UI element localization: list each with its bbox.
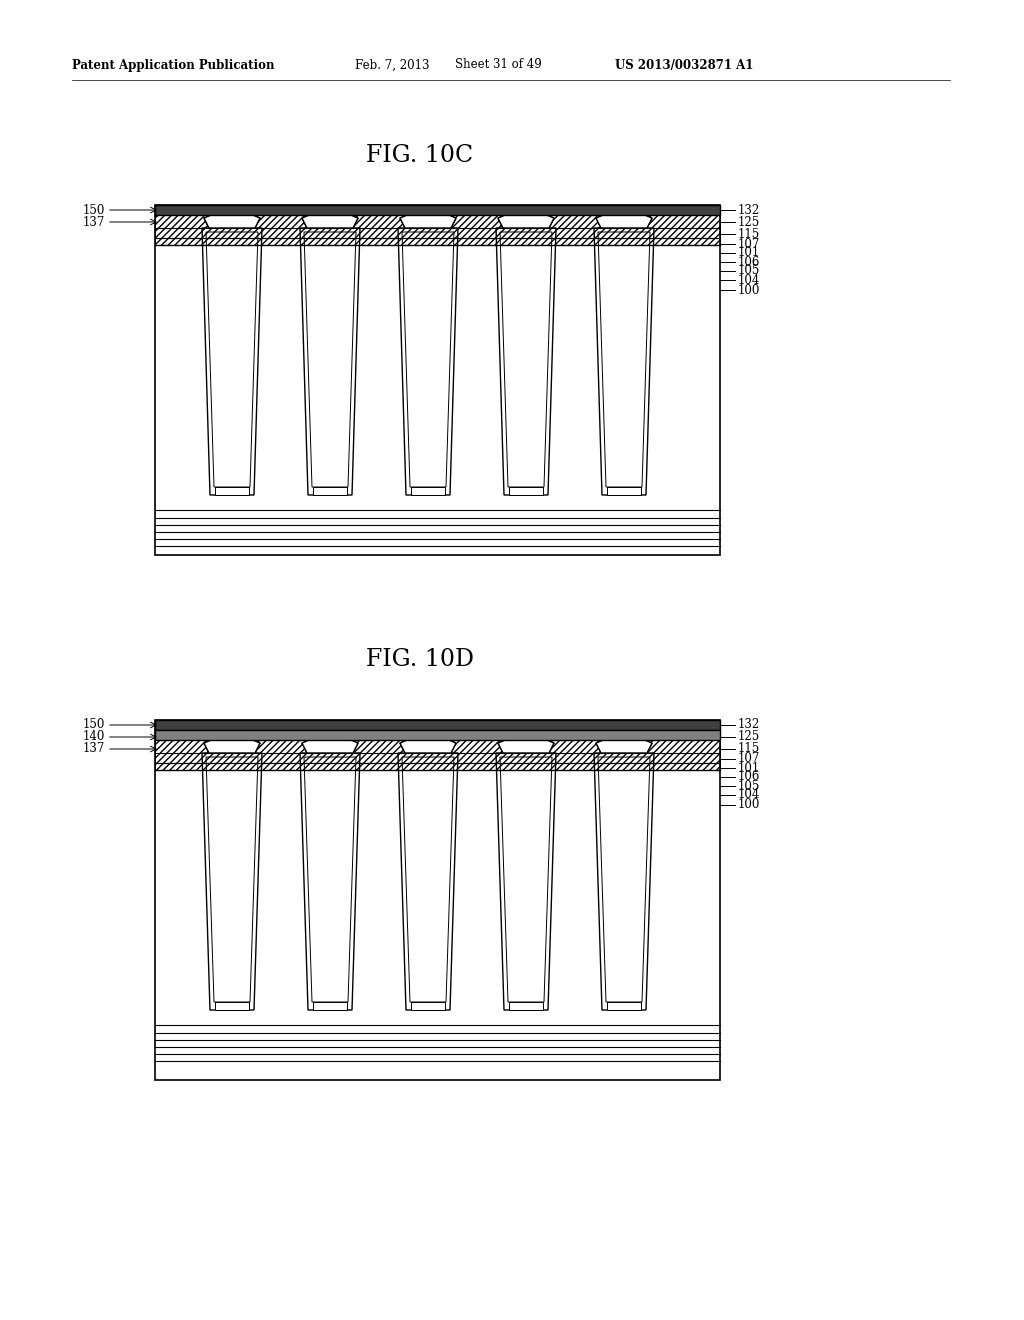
Bar: [155, 205, 720, 554]
Polygon shape: [300, 752, 360, 1010]
Text: 132: 132: [738, 718, 760, 731]
Polygon shape: [500, 232, 552, 487]
Bar: [411, 1002, 445, 1010]
Polygon shape: [496, 228, 556, 495]
Text: Sheet 31 of 49: Sheet 31 of 49: [455, 58, 542, 71]
Polygon shape: [400, 206, 456, 228]
Text: 100: 100: [738, 799, 761, 812]
Polygon shape: [400, 731, 456, 752]
Bar: [509, 487, 543, 495]
Text: 125: 125: [738, 215, 760, 228]
Text: FIG. 10D: FIG. 10D: [366, 648, 474, 672]
Text: 150: 150: [83, 718, 105, 731]
Polygon shape: [498, 206, 554, 228]
Text: 104: 104: [738, 273, 761, 286]
Polygon shape: [402, 232, 454, 487]
Text: 101: 101: [738, 762, 760, 775]
Polygon shape: [596, 731, 652, 752]
Polygon shape: [202, 228, 262, 495]
Text: 140: 140: [83, 730, 105, 743]
Bar: [313, 487, 347, 495]
Text: 106: 106: [738, 771, 761, 784]
Text: Feb. 7, 2013: Feb. 7, 2013: [355, 58, 429, 71]
Polygon shape: [302, 206, 358, 228]
Text: Patent Application Publication: Patent Application Publication: [72, 58, 274, 71]
Bar: [155, 215, 720, 246]
Polygon shape: [398, 228, 458, 495]
Polygon shape: [304, 756, 356, 1002]
Text: 115: 115: [738, 227, 760, 240]
Polygon shape: [304, 232, 356, 487]
Polygon shape: [594, 228, 654, 495]
Text: US 2013/0032871 A1: US 2013/0032871 A1: [615, 58, 754, 71]
Text: 115: 115: [738, 742, 760, 755]
Text: 150: 150: [83, 203, 105, 216]
Polygon shape: [498, 206, 554, 228]
Polygon shape: [204, 206, 260, 228]
Text: 107: 107: [738, 752, 761, 766]
Polygon shape: [202, 752, 262, 1010]
Polygon shape: [500, 756, 552, 1002]
Polygon shape: [498, 731, 554, 752]
Polygon shape: [496, 752, 556, 1010]
Bar: [607, 487, 641, 495]
Polygon shape: [402, 756, 454, 1002]
Bar: [155, 730, 720, 741]
Polygon shape: [206, 756, 258, 1002]
Polygon shape: [598, 232, 650, 487]
Polygon shape: [300, 228, 360, 495]
Polygon shape: [302, 731, 358, 752]
Bar: [155, 719, 720, 730]
Polygon shape: [204, 731, 260, 752]
Text: 105: 105: [738, 264, 761, 277]
Bar: [215, 1002, 249, 1010]
Text: FIG. 10C: FIG. 10C: [367, 144, 473, 166]
Text: 107: 107: [738, 238, 761, 251]
Polygon shape: [596, 206, 652, 228]
Text: 100: 100: [738, 284, 761, 297]
Polygon shape: [400, 731, 456, 752]
Text: 125: 125: [738, 730, 760, 743]
Bar: [411, 487, 445, 495]
Text: 132: 132: [738, 203, 760, 216]
Polygon shape: [596, 731, 652, 752]
Polygon shape: [206, 232, 258, 487]
Text: 105: 105: [738, 780, 761, 792]
Polygon shape: [400, 206, 456, 228]
Polygon shape: [596, 206, 652, 228]
Text: 104: 104: [738, 788, 761, 801]
Bar: [155, 205, 720, 215]
Bar: [215, 487, 249, 495]
Polygon shape: [398, 752, 458, 1010]
Bar: [313, 1002, 347, 1010]
Polygon shape: [204, 206, 260, 228]
Polygon shape: [498, 731, 554, 752]
Bar: [607, 1002, 641, 1010]
Text: 137: 137: [83, 215, 105, 228]
Text: 137: 137: [83, 742, 105, 755]
Polygon shape: [594, 752, 654, 1010]
Bar: [509, 1002, 543, 1010]
Text: 106: 106: [738, 256, 761, 268]
Polygon shape: [302, 206, 358, 228]
Bar: [155, 719, 720, 1080]
Bar: [155, 741, 720, 770]
Text: 101: 101: [738, 247, 760, 260]
Polygon shape: [302, 731, 358, 752]
Polygon shape: [598, 756, 650, 1002]
Polygon shape: [204, 731, 260, 752]
